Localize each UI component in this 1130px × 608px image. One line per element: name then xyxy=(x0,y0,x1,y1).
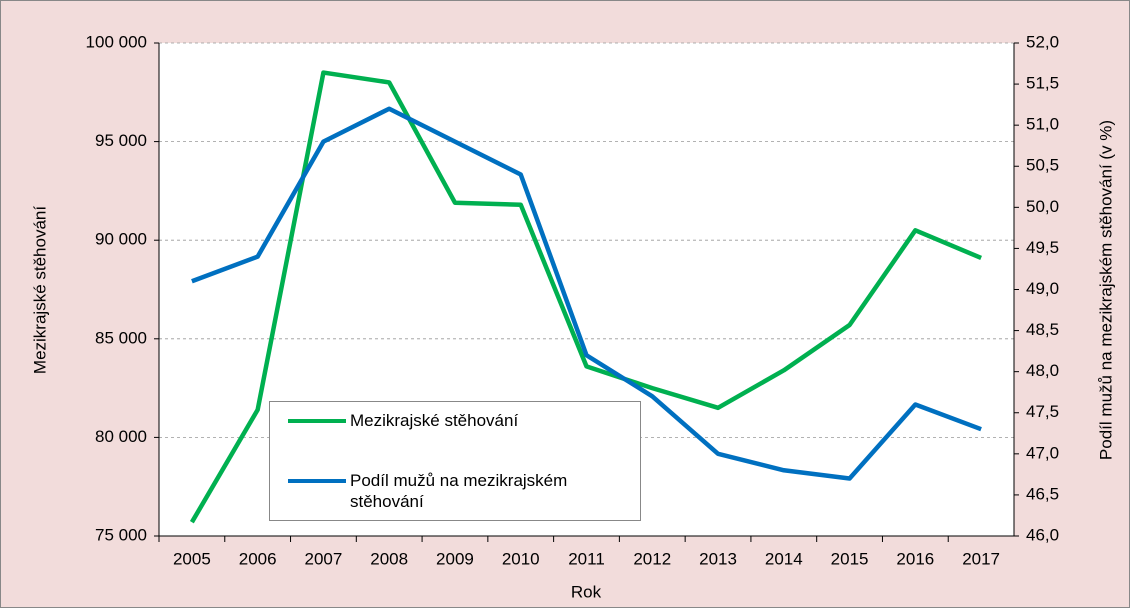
y-axis-title: Mezikrajské stěhování xyxy=(30,206,49,374)
legend-item: Mezikrajské stěhování xyxy=(288,410,620,431)
y2-tick-label: 51,0 xyxy=(1026,115,1059,134)
y2-tick-label: 47,5 xyxy=(1026,402,1059,421)
y2-tick-label: 51,5 xyxy=(1026,74,1059,93)
x-tick-label: 2013 xyxy=(699,549,737,568)
legend: Mezikrajské stěhování Podíl mužů na mezi… xyxy=(269,401,641,521)
y2-tick-label: 46,0 xyxy=(1026,525,1059,544)
legend-item: Podíl mužů na mezikrajském stěhování xyxy=(288,470,620,512)
y2-tick-label: 49,0 xyxy=(1026,279,1059,298)
legend-swatch xyxy=(288,419,346,423)
y2-tick-label: 48,5 xyxy=(1026,320,1059,339)
y-tick-label: 100 000 xyxy=(86,32,147,51)
y2-axis-title: Podíl mužů na mezikrajském stěhování (v … xyxy=(1096,120,1115,460)
x-tick-label: 2017 xyxy=(962,549,1000,568)
y2-tick-label: 49,5 xyxy=(1026,238,1059,257)
x-tick-label: 2007 xyxy=(305,549,343,568)
series-line xyxy=(189,70,982,524)
x-axis-title: Rok xyxy=(571,582,602,601)
x-tick-label: 2012 xyxy=(633,549,671,568)
y-tick-label: 75 000 xyxy=(95,525,147,544)
x-tick-label: 2006 xyxy=(239,549,277,568)
y2-tick-label: 46,5 xyxy=(1026,484,1059,503)
y-tick-label: 90 000 xyxy=(95,230,147,249)
y2-tick-label: 50,5 xyxy=(1026,156,1059,175)
x-tick-label: 2016 xyxy=(896,549,934,568)
y-tick-label: 85 000 xyxy=(95,328,147,347)
y2-tick-label: 52,0 xyxy=(1026,32,1059,51)
x-tick-label: 2010 xyxy=(502,549,540,568)
y2-tick-label: 47,0 xyxy=(1026,443,1059,462)
series-line xyxy=(191,106,982,481)
x-tick-label: 2011 xyxy=(568,549,605,568)
y-tick-label: 95 000 xyxy=(95,131,147,150)
legend-label: Mezikrajské stěhování xyxy=(350,411,519,430)
y-tick-label: 80 000 xyxy=(95,427,147,446)
legend-label: Podíl mužů na mezikrajském stěhování xyxy=(350,471,568,511)
x-tick-label: 2015 xyxy=(831,549,869,568)
y2-tick-label: 48,0 xyxy=(1026,361,1059,380)
y2-tick-label: 50,0 xyxy=(1026,197,1059,216)
x-tick-label: 2005 xyxy=(173,549,211,568)
x-tick-label: 2014 xyxy=(765,549,803,568)
x-tick-label: 2009 xyxy=(436,549,474,568)
x-tick-label: 2008 xyxy=(370,549,408,568)
legend-swatch xyxy=(288,479,346,483)
